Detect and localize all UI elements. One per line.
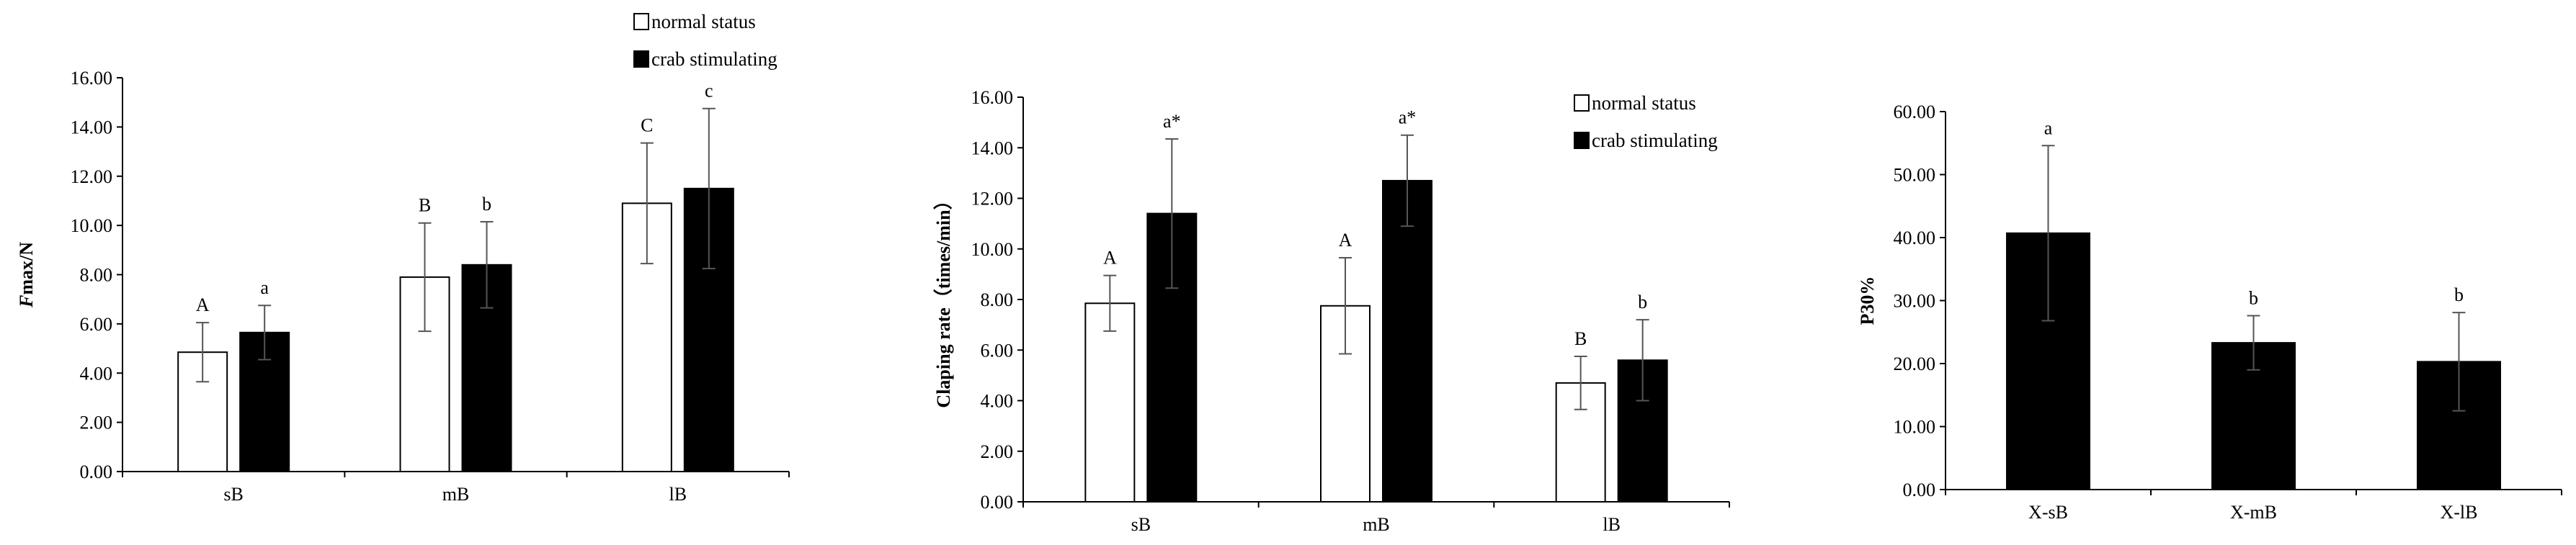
y-tick-label: 14.00: [71, 117, 113, 138]
plot-area: 0.00 10.00 20.00 30.00 40.00 50.00 60.00 X-sB X-…: [1857, 102, 2562, 523]
significance-label: A: [1339, 230, 1352, 251]
significance-label: a*: [1399, 107, 1417, 128]
legend-label: crab stimulating: [651, 48, 777, 70]
legend: normal status crab stimulating: [633, 11, 777, 70]
y-axis-label: P30%: [1857, 276, 1878, 325]
y-axis-label: Fmax/N: [16, 242, 37, 308]
legend-label: normal status: [1592, 92, 1696, 114]
plot-area: 0.00 2.00 4.00 6.00 8.00 10.00 12.00 14.00 16.00…: [933, 87, 1730, 535]
chart-p30: 0.00 10.00 20.00 30.00 40.00 50.00 60.00 X-sB X-…: [1857, 102, 2562, 523]
y-tick-label: 14.00: [971, 138, 1014, 158]
y-tick-label: 50.00: [1894, 165, 1936, 186]
significance-label: B: [419, 195, 431, 216]
legend: normal status crab stimulating: [1574, 92, 1718, 151]
chart-fmax: 0.00 2.00 4.00 6.00 8.00 10.00 12.00 14.00 16.00…: [16, 11, 790, 505]
y-tick-label: 20.00: [1894, 353, 1936, 374]
y-tick-label: 10.00: [971, 239, 1014, 260]
x-tick-label: lB: [1603, 514, 1621, 535]
y-tick-label: 0.00: [80, 461, 113, 482]
legend-swatch: [633, 13, 649, 30]
y-tick-label: 60.00: [1894, 102, 1936, 122]
chart-claping-rate: 0.00 2.00 4.00 6.00 8.00 10.00 12.00 14.00 16.00…: [933, 87, 1730, 535]
y-tick-label: 16.00: [971, 87, 1014, 108]
y-axis-label-italic: F: [16, 295, 37, 308]
significance-label: b: [2454, 284, 2464, 305]
y-tick-label: 2.00: [80, 413, 113, 433]
y-tick-label: 6.00: [981, 340, 1014, 361]
y-tick-label: 0.00: [981, 492, 1014, 513]
y-tick-label: 10.00: [1894, 417, 1936, 438]
y-tick-label: 40.00: [1894, 228, 1936, 248]
y-tick-label: 10.00: [71, 215, 113, 236]
y-tick-label: 12.00: [971, 189, 1014, 210]
significance-label: b: [1638, 292, 1647, 312]
significance-label: a: [2044, 117, 2053, 138]
y-tick-label: 6.00: [80, 314, 113, 335]
plot-area: 0.00 2.00 4.00 6.00 8.00 10.00 12.00 14.00 16.00…: [16, 11, 790, 505]
significance-label: b: [482, 194, 491, 215]
y-axis-label-rest: P30%: [1857, 276, 1878, 325]
legend-swatch: [1574, 94, 1590, 112]
x-tick-label: X-lB: [2441, 502, 2478, 523]
x-tick-label: sB: [1131, 514, 1151, 535]
significance-label: C: [641, 115, 653, 136]
y-tick-label: 30.00: [1894, 291, 1936, 312]
y-tick-label: 16.00: [71, 68, 113, 89]
significance-label: a*: [1163, 111, 1181, 132]
legend-swatch: [1574, 132, 1590, 149]
legend-label: crab stimulating: [1592, 130, 1718, 151]
significance-label: c: [705, 81, 713, 102]
significance-label: B: [1574, 328, 1587, 349]
y-tick-label: 4.00: [80, 363, 113, 384]
significance-label: a: [260, 277, 269, 298]
y-axis-label-rest: max/N: [16, 242, 37, 295]
y-axis-label-rest: Claping rate（times/min）: [933, 191, 954, 407]
x-tick-label: sB: [223, 484, 243, 505]
y-tick-label: 8.00: [981, 289, 1014, 310]
y-axis-label: Claping rate（times/min）: [933, 191, 954, 407]
bar: [1382, 179, 1432, 503]
y-tick-label: 0.00: [1903, 479, 1936, 500]
legend-swatch: [633, 50, 649, 68]
significance-label: A: [196, 294, 210, 315]
x-tick-label: mB: [442, 484, 470, 505]
bar: [1084, 302, 1136, 503]
y-tick-label: 4.00: [981, 391, 1014, 412]
significance-label: b: [2249, 288, 2258, 309]
x-tick-label: mB: [1363, 514, 1390, 535]
y-tick-label: 12.00: [71, 166, 113, 187]
y-tick-label: 2.00: [981, 441, 1014, 462]
legend-label: normal status: [651, 11, 756, 32]
y-tick-label: 8.00: [80, 265, 113, 286]
significance-label: A: [1103, 248, 1117, 269]
bar: [1320, 305, 1371, 503]
x-tick-label: X-sB: [2028, 502, 2068, 523]
x-tick-label: lB: [669, 484, 687, 505]
x-tick-label: X-mB: [2230, 502, 2277, 523]
